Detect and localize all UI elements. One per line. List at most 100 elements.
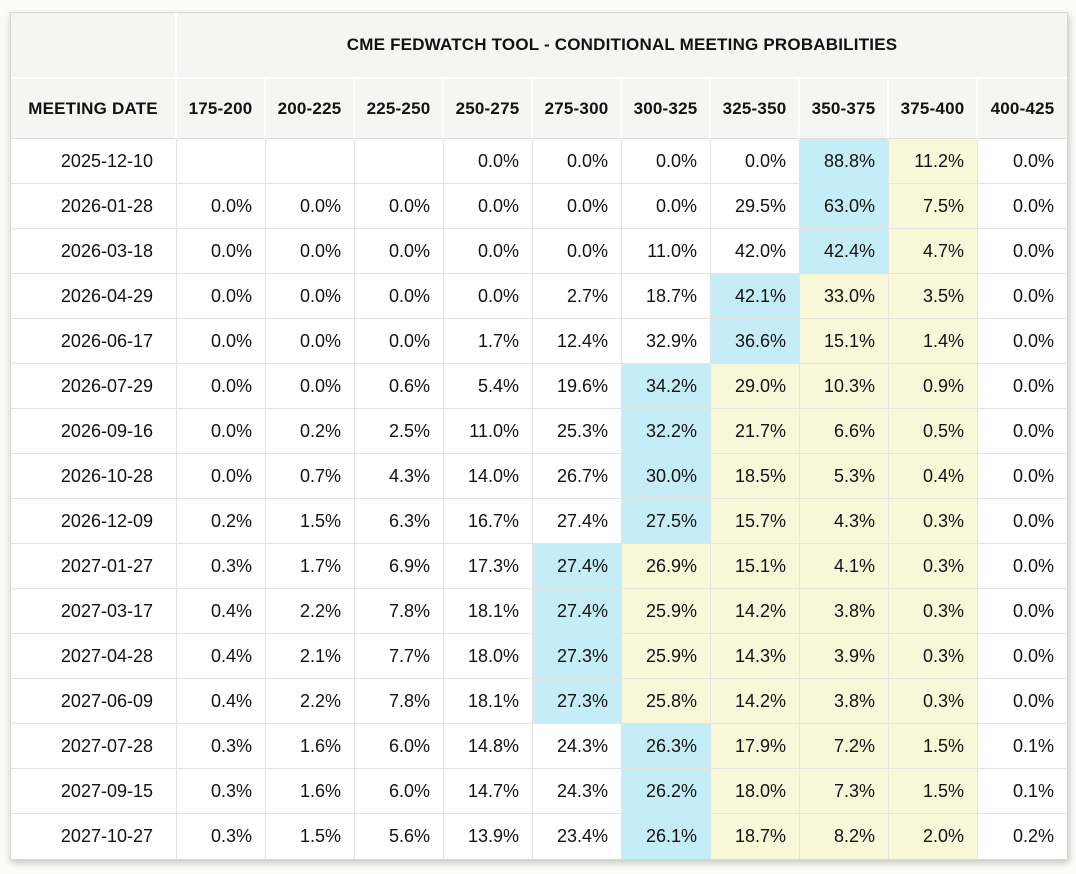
probability-cell: 18.0% [711, 769, 800, 814]
meeting-row: 2026-07-29 0.0% 0.0% 0.6% 5.4% 19.6% 34.2% 29.0… [11, 364, 1068, 409]
meeting-row: 2027-06-09 0.4% 2.2% 7.8% 18.1% 27.3% 25.8% 14.… [11, 679, 1068, 724]
probability-cell [355, 139, 444, 184]
probability-cell: 7.5% [889, 184, 978, 229]
rate-bin-header: 225-250 [355, 79, 444, 139]
probability-cell: 3.9% [800, 634, 889, 679]
probability-cell: 1.5% [889, 769, 978, 814]
probability-cell: 6.9% [355, 544, 444, 589]
probability-cell: 0.0% [978, 544, 1068, 589]
probability-cell: 18.0% [444, 634, 533, 679]
probability-cell: 11.0% [444, 409, 533, 454]
probability-cell: 30.0% [622, 454, 711, 499]
probability-cell: 0.4% [177, 679, 266, 724]
probability-cell: 7.8% [355, 589, 444, 634]
table-title: CME FEDWATCH TOOL - CONDITIONAL MEETING … [177, 13, 1068, 79]
probability-cell: 63.0% [800, 184, 889, 229]
probability-cell: 26.3% [622, 724, 711, 769]
probability-cell: 0.4% [889, 454, 978, 499]
probability-cell: 0.0% [266, 319, 355, 364]
probability-cell: 0.1% [978, 724, 1068, 769]
probability-cell: 12.4% [533, 319, 622, 364]
probability-cell: 0.0% [177, 274, 266, 319]
probability-cell: 42.1% [711, 274, 800, 319]
probability-cell: 0.3% [177, 724, 266, 769]
probability-cell [266, 139, 355, 184]
probability-cell: 1.7% [266, 544, 355, 589]
meeting-date-cell: 2026-06-17 [11, 319, 177, 364]
rate-bin-header: 400-425 [978, 79, 1068, 139]
probability-cell: 0.0% [177, 229, 266, 274]
meeting-row: 2026-09-16 0.0% 0.2% 2.5% 11.0% 25.3% 32.2% 21.… [11, 409, 1068, 454]
probability-cell: 4.3% [355, 454, 444, 499]
title-row: CME FEDWATCH TOOL - CONDITIONAL MEETING … [11, 13, 1068, 79]
rate-bin-header: 200-225 [266, 79, 355, 139]
probability-cell: 0.0% [978, 634, 1068, 679]
probability-cell: 0.0% [444, 184, 533, 229]
probability-cell: 0.2% [266, 409, 355, 454]
probability-cell: 2.1% [266, 634, 355, 679]
meeting-date-cell: 2025-12-10 [11, 139, 177, 184]
probability-cell: 2.2% [266, 589, 355, 634]
probability-cell: 0.0% [978, 139, 1068, 184]
probability-cell: 14.7% [444, 769, 533, 814]
probability-cell: 21.7% [711, 409, 800, 454]
meeting-date-cell: 2026-01-28 [11, 184, 177, 229]
probability-cell: 0.3% [177, 814, 266, 859]
probability-cell: 26.9% [622, 544, 711, 589]
probability-cell: 14.3% [711, 634, 800, 679]
probability-cell: 0.0% [444, 274, 533, 319]
probability-cell: 27.3% [533, 634, 622, 679]
probability-cell: 32.2% [622, 409, 711, 454]
probability-cell: 0.0% [978, 589, 1068, 634]
probability-cell: 0.0% [177, 364, 266, 409]
probability-cell: 88.8% [800, 139, 889, 184]
probability-cell: 25.8% [622, 679, 711, 724]
probability-cell: 1.5% [889, 724, 978, 769]
rate-bin-header: 350-375 [800, 79, 889, 139]
probability-cell: 0.5% [889, 409, 978, 454]
probability-cell: 18.1% [444, 679, 533, 724]
probability-cell: 0.4% [177, 589, 266, 634]
probability-cell: 3.5% [889, 274, 978, 319]
probability-cell: 14.8% [444, 724, 533, 769]
probability-cell: 26.2% [622, 769, 711, 814]
probability-cell: 0.0% [177, 319, 266, 364]
probability-cell: 18.7% [711, 814, 800, 859]
table-body: 2025-12-10 0.0% 0.0% 0.0% 0.0% 88.8% 11.2% 0.0%… [11, 139, 1068, 859]
probability-cell: 0.0% [355, 184, 444, 229]
rate-bin-header: 275-300 [533, 79, 622, 139]
probability-cell: 14.2% [711, 589, 800, 634]
probability-cell: 2.7% [533, 274, 622, 319]
probability-cell: 0.3% [177, 544, 266, 589]
probability-cell: 10.3% [800, 364, 889, 409]
probability-cell: 7.7% [355, 634, 444, 679]
meeting-date-cell: 2026-09-16 [11, 409, 177, 454]
meeting-date-cell: 2026-12-09 [11, 499, 177, 544]
probability-cell: 27.4% [533, 589, 622, 634]
meeting-date-cell: 2026-03-18 [11, 229, 177, 274]
probability-cell: 2.2% [266, 679, 355, 724]
probability-cell: 7.3% [800, 769, 889, 814]
meeting-row: 2026-06-17 0.0% 0.0% 0.0% 1.7% 12.4% 32.9% 36.6… [11, 319, 1068, 364]
table-header: CME FEDWATCH TOOL - CONDITIONAL MEETING … [11, 13, 1068, 139]
probability-cell: 1.5% [266, 499, 355, 544]
probability-cell: 5.3% [800, 454, 889, 499]
probability-cell: 26.7% [533, 454, 622, 499]
probability-cell: 0.0% [355, 319, 444, 364]
probability-cell: 25.9% [622, 589, 711, 634]
probability-cell: 19.6% [533, 364, 622, 409]
probability-cell: 6.6% [800, 409, 889, 454]
probability-cell: 6.3% [355, 499, 444, 544]
probability-cell: 0.9% [889, 364, 978, 409]
meeting-date-cell: 2027-10-27 [11, 814, 177, 859]
meeting-date-cell: 2026-04-29 [11, 274, 177, 319]
probability-cell: 15.1% [711, 544, 800, 589]
probability-cell: 11.2% [889, 139, 978, 184]
meeting-row: 2027-09-15 0.3% 1.6% 6.0% 14.7% 24.3% 26.2% 18.… [11, 769, 1068, 814]
meeting-row: 2027-07-28 0.3% 1.6% 6.0% 14.8% 24.3% 26.3% 17.… [11, 724, 1068, 769]
probability-cell: 0.0% [355, 229, 444, 274]
probability-cell: 29.5% [711, 184, 800, 229]
probability-cell: 14.0% [444, 454, 533, 499]
rate-bin-header: 175-200 [177, 79, 266, 139]
meeting-date-cell: 2027-03-17 [11, 589, 177, 634]
